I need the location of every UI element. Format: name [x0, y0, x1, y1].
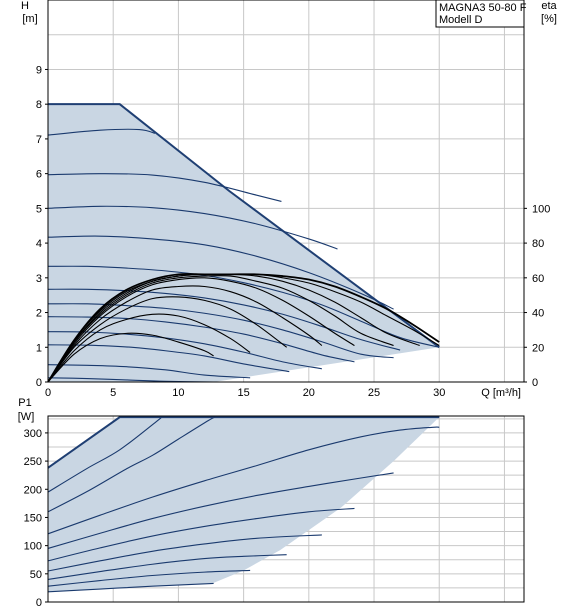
head-curve-2 — [47, 364, 251, 379]
power-operating-envelope — [48, 417, 440, 592]
head-curve-12 — [47, 128, 156, 136]
top-y2-tick-labels: 0 20 40 60 80 100 — [524, 203, 550, 389]
p1-axis-label: P1 — [18, 397, 31, 409]
h-tick-label: 8 — [36, 99, 42, 111]
eta-tick-label: 80 — [532, 238, 544, 250]
p1-tick-label: 300 — [24, 428, 42, 440]
eta-curve-6 — [47, 275, 394, 383]
legend-variant: Modell D — [439, 14, 482, 26]
x-tick-label: 30 — [433, 387, 445, 399]
head-efficiency-chart: 0 5 10 15 20 25 30 0 1 2 3 4 5 6 7 8 9 0 20 40 60 80 100 H [… — [21, 0, 558, 399]
p1-tick-label: 0 — [36, 597, 42, 609]
h-tick-label: 3 — [36, 273, 42, 285]
h-tick-label: 1 — [36, 342, 42, 354]
x-tick-label: 25 — [368, 387, 380, 399]
efficiency-curves — [47, 273, 440, 383]
h-axis-unit: [m] — [22, 13, 37, 25]
p1-tick-label: 100 — [24, 541, 42, 553]
eta-tick-label: 60 — [532, 273, 544, 285]
power-envelope-edge — [47, 416, 440, 469]
eta-curve-3 — [47, 296, 287, 383]
eta-axis-label: eta — [541, 0, 557, 12]
h-tick-label: 9 — [36, 64, 42, 76]
power-curves — [47, 416, 440, 593]
legend-model: MAGNA3 50-80 F — [439, 2, 527, 14]
q-axis-label: Q [m³/h] — [481, 387, 521, 399]
h-tick-label: 6 — [36, 169, 42, 181]
bottom-plot-frame — [47, 415, 525, 603]
head-curve-8 — [47, 265, 440, 348]
top-y-tick-labels: 0 1 2 3 4 5 6 7 8 9 — [36, 64, 48, 389]
p1-axis-unit: [W] — [18, 411, 35, 423]
power-curve-2 — [47, 569, 251, 587]
top-x-tick-labels: 0 5 10 15 20 25 30 — [45, 387, 445, 399]
power-curve-1 — [47, 582, 214, 593]
head-curve-10 — [47, 205, 338, 250]
power-curve-9 — [47, 416, 162, 493]
h-axis-label: H — [21, 0, 29, 12]
p1-tick-label: 250 — [24, 456, 42, 468]
eta-tick-label: 0 — [532, 377, 538, 389]
h-tick-label: 2 — [36, 308, 42, 320]
eta-curve-4 — [47, 285, 323, 383]
power-chart: 0 50 100 150 200 250 300 P1 [W] — [18, 397, 525, 609]
top-plot-frame — [47, 0, 525, 383]
bottom-y-tick-labels: 0 50 100 150 200 250 300 — [24, 428, 48, 609]
head-curve-9 — [47, 235, 394, 310]
x-tick-label: 0 — [45, 387, 51, 399]
power-curve-7 — [47, 426, 440, 535]
head-curve-7 — [47, 288, 401, 351]
h-tick-label: 0 — [36, 377, 42, 389]
legend-box — [435, 0, 525, 28]
eta-tick-label: 100 — [532, 203, 550, 215]
h-tick-label: 7 — [36, 134, 42, 146]
eta-curve-1 — [47, 332, 214, 383]
eta-curve-9 — [47, 273, 440, 383]
p1-tick-label: 150 — [24, 512, 42, 524]
eta-curve-5 — [47, 277, 355, 383]
power-curve-4 — [47, 534, 322, 572]
eta-tick-label: 20 — [532, 342, 544, 354]
x-tick-label: 15 — [237, 387, 249, 399]
head-curve-11 — [47, 173, 282, 202]
p1-tick-label: 200 — [24, 484, 42, 496]
eta-curve-2 — [47, 313, 251, 383]
head-envelope-edge — [48, 103, 440, 349]
x-tick-label: 20 — [303, 387, 315, 399]
x-tick-label: 10 — [172, 387, 184, 399]
x-tick-label: 5 — [110, 387, 116, 399]
power-curve-3 — [47, 554, 287, 580]
eta-axis-unit: [%] — [541, 13, 557, 25]
p1-tick-label: 50 — [30, 569, 42, 581]
power-curve-6 — [47, 472, 394, 549]
power-curve-8 — [47, 416, 216, 513]
eta-tick-label: 40 — [532, 308, 544, 320]
power-curve-5 — [47, 507, 355, 562]
h-tick-label: 4 — [36, 238, 42, 250]
h-tick-label: 5 — [36, 203, 42, 215]
